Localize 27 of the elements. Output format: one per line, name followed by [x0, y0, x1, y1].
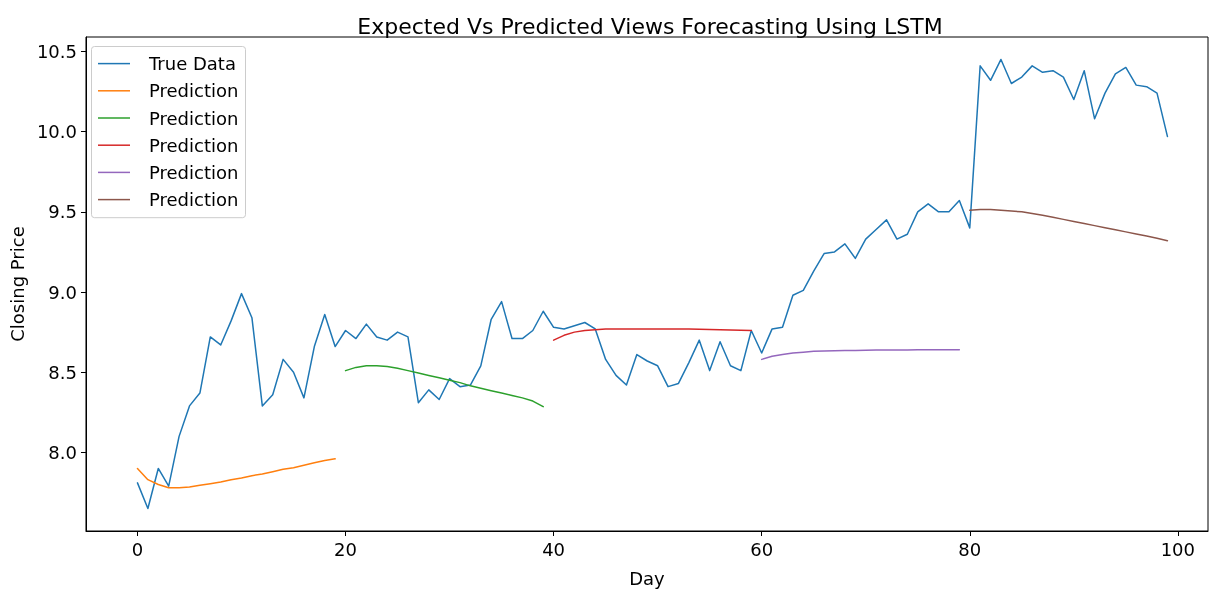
line-series — [760, 349, 961, 361]
chart-title: Expected Vs Predicted Views Forecasting Using LSTM — [357, 13, 943, 39]
x-tick-label: 0 — [131, 538, 144, 560]
y-tick-label: 10.5 — [36, 40, 77, 62]
x-tick-label: 20 — [334, 538, 357, 560]
y-tick-label: 9.0 — [48, 281, 77, 303]
legend-label: Prediction — [149, 107, 239, 129]
legend-label: Prediction — [149, 134, 239, 156]
y-tick-label: 8.0 — [48, 441, 77, 463]
x-tick-label: 40 — [542, 538, 566, 560]
x-axis-title: Day — [629, 567, 666, 589]
y-tick-label: 9.5 — [48, 201, 77, 223]
legend-label: Prediction — [149, 80, 239, 102]
x-tick-label: 100 — [1160, 538, 1196, 560]
line-series — [552, 328, 753, 341]
legend-label: Prediction — [149, 161, 239, 183]
legend-label: Prediction — [149, 189, 239, 211]
x-tick-label: 60 — [750, 538, 774, 560]
legend-label: True Data — [148, 53, 236, 75]
y-tick-label: 10.0 — [36, 121, 77, 143]
y-axis-title: Closing Price — [6, 226, 28, 342]
x-tick-label: 80 — [958, 538, 982, 560]
line-series — [969, 208, 1169, 242]
line-series — [344, 365, 544, 408]
line-series — [136, 58, 1169, 510]
line-series — [136, 458, 336, 489]
y-tick-label: 8.5 — [48, 361, 77, 383]
